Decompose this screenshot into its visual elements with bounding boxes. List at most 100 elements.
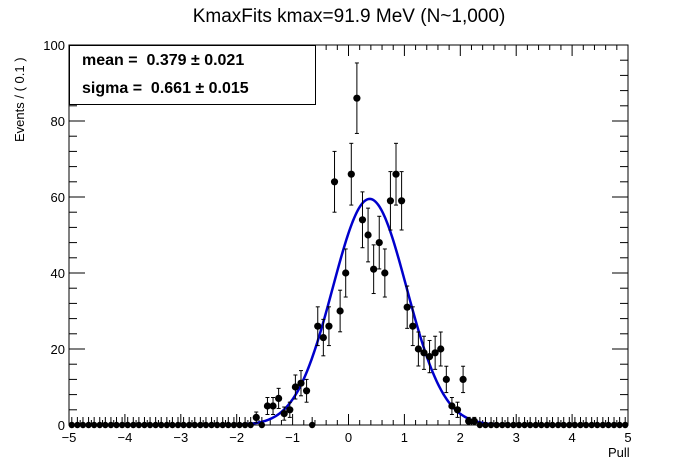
- x-tick-label: −5: [62, 430, 77, 445]
- data-point: [258, 421, 266, 429]
- x-tick-label: 1: [401, 430, 408, 445]
- data-point: [191, 421, 198, 429]
- data-point: [141, 421, 148, 429]
- data-point: [96, 421, 103, 429]
- y-tick-label: 60: [51, 190, 65, 205]
- data-point: [414, 345, 422, 353]
- data-point: [68, 421, 75, 429]
- data-point: [442, 375, 450, 383]
- data-point: [532, 421, 539, 429]
- x-tick-label: 0: [345, 430, 352, 445]
- data-point: [459, 375, 467, 383]
- data-point: [230, 421, 238, 429]
- data-point: [409, 322, 417, 330]
- data-point: [588, 421, 595, 429]
- x-tick-label: −3: [173, 430, 188, 445]
- data-point: [577, 421, 584, 429]
- data-point: [425, 353, 434, 361]
- stats-mean: mean = 0.379 ± 0.021: [82, 52, 245, 69]
- data-point: [291, 383, 299, 391]
- data-point: [208, 421, 215, 429]
- data-point: [118, 421, 126, 429]
- x-tick-label: 4: [568, 430, 575, 445]
- data-point: [521, 421, 528, 429]
- data-point: [302, 387, 311, 395]
- data-point: [538, 421, 545, 429]
- data-point: [163, 421, 171, 429]
- data-point: [225, 421, 232, 429]
- x-tick-label: −2: [229, 430, 244, 445]
- data-point: [130, 421, 137, 429]
- data-point: [308, 421, 316, 429]
- data-point: [202, 421, 210, 429]
- data-point: [280, 410, 288, 418]
- data-point: [482, 421, 489, 429]
- data-point: [174, 421, 182, 429]
- data-point: [342, 269, 350, 277]
- data-point: [286, 406, 294, 414]
- data-point: [510, 421, 517, 429]
- data-point: [386, 197, 395, 205]
- x-tick-label: −4: [117, 430, 132, 445]
- data-point: [493, 421, 500, 429]
- y-tick-label: 20: [51, 342, 65, 357]
- data-point: [358, 216, 367, 224]
- data-point: [448, 402, 456, 410]
- data-point: [107, 421, 115, 429]
- data-point: [275, 394, 283, 402]
- data-point: [549, 421, 556, 429]
- data-point: [319, 334, 327, 342]
- data-point: [269, 402, 277, 410]
- x-tick-label: 3: [513, 430, 520, 445]
- data-point: [398, 197, 406, 205]
- data-point: [102, 421, 109, 429]
- data-point: [605, 421, 612, 429]
- data-point: [330, 178, 339, 186]
- y-axis-label: Events / ( 0.1 ): [12, 57, 27, 142]
- data-point: [420, 349, 428, 357]
- fit-curve: [69, 197, 628, 427]
- data-point: [403, 303, 411, 311]
- data-point: [314, 322, 322, 330]
- data-point: [599, 421, 607, 429]
- data-point: [470, 417, 478, 425]
- data-point: [392, 170, 400, 178]
- x-tick-label: 5: [624, 430, 631, 445]
- chart-title: KmaxFits kmax=91.9 MeV (N~1,000): [192, 6, 506, 27]
- data-point: [180, 421, 187, 429]
- data-point: [554, 421, 562, 429]
- x-tick-label: −1: [285, 430, 300, 445]
- data-point: [526, 421, 534, 429]
- data-point: [594, 421, 601, 429]
- data-point: [370, 265, 378, 273]
- stats-box: mean = 0.379 ± 0.021 sigma = 0.661 ± 0.0…: [69, 45, 316, 105]
- data-point: [381, 269, 389, 277]
- data-point: [453, 406, 462, 414]
- data-point: [219, 421, 226, 429]
- data-point: [113, 421, 120, 429]
- data-point: [375, 239, 383, 247]
- data-point: [185, 421, 193, 429]
- y-tick-label: 0: [58, 418, 65, 433]
- data-point: [241, 421, 249, 429]
- data-point: [213, 421, 221, 429]
- data-point: [146, 421, 154, 429]
- y-tick-label: 40: [51, 266, 65, 281]
- data-point: [247, 421, 254, 429]
- data-point: [566, 421, 573, 429]
- data-point: [263, 402, 272, 410]
- data-point: [364, 231, 372, 239]
- data-point: [325, 322, 333, 330]
- data-point: [297, 379, 305, 387]
- data-point: [465, 417, 473, 425]
- data-point: [236, 421, 243, 429]
- data-point: [347, 170, 355, 178]
- data-point: [582, 421, 590, 429]
- data-point: [571, 421, 579, 429]
- data-point: [560, 421, 567, 429]
- data-point: [158, 421, 165, 429]
- data-point: [197, 421, 204, 429]
- data-point: [543, 421, 551, 429]
- data-point: [504, 421, 512, 429]
